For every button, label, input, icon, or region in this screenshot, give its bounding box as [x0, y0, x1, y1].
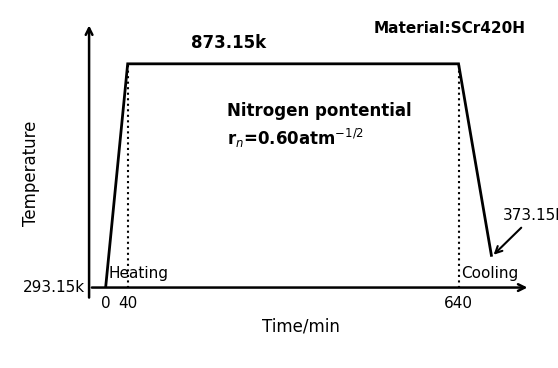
Text: Time/min: Time/min	[262, 318, 340, 336]
Text: 0: 0	[101, 297, 110, 311]
Text: Heating: Heating	[108, 266, 169, 281]
Text: Cooling: Cooling	[461, 266, 518, 281]
Text: 293.15k: 293.15k	[22, 280, 85, 295]
Text: Material:SCr420H: Material:SCr420H	[374, 21, 526, 36]
Text: 640: 640	[444, 297, 473, 311]
Text: r$_n$=0.60atm$^{-1/2}$: r$_n$=0.60atm$^{-1/2}$	[227, 127, 364, 150]
Text: 373.15k: 373.15k	[496, 208, 558, 253]
Text: Temperature: Temperature	[22, 120, 40, 226]
Text: 873.15k: 873.15k	[191, 33, 266, 52]
Text: 40: 40	[118, 297, 137, 311]
Text: Nitrogen pontential: Nitrogen pontential	[227, 102, 412, 120]
